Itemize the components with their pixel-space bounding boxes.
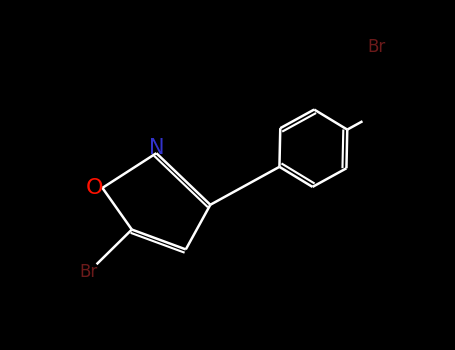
Text: O: O: [86, 178, 104, 198]
Text: N: N: [149, 138, 164, 158]
Text: Br: Br: [79, 263, 97, 281]
Text: Br: Br: [367, 37, 385, 56]
